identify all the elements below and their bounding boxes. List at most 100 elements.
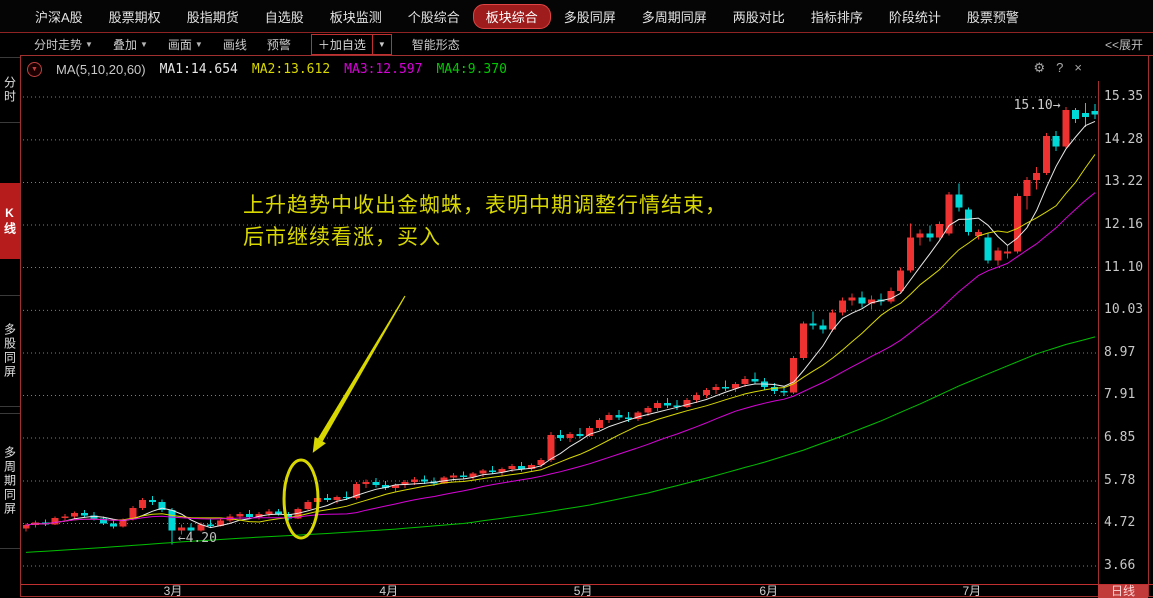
sidebar-tab-kline[interactable]: K线 bbox=[0, 183, 20, 259]
annotation-arrow-shaft bbox=[317, 295, 406, 442]
candle-up bbox=[974, 232, 982, 237]
menu-item-hushen-a[interactable]: 沪深A股 bbox=[35, 9, 83, 25]
candle-down bbox=[100, 518, 108, 524]
menu-item-compare-two[interactable]: 两股对比 bbox=[732, 9, 785, 25]
candle-up bbox=[23, 525, 30, 529]
indicator-header: ▼ MA(5,10,20,60) MA1:14.654 MA2:13.612 M… bbox=[27, 59, 507, 79]
toolbar-smart-pattern-button[interactable]: 智能形态 bbox=[412, 36, 460, 53]
candle-up bbox=[838, 300, 846, 313]
candle-up bbox=[391, 484, 399, 489]
candle-down bbox=[80, 513, 88, 516]
top-menu-bar: 沪深A股 股票期权 股指期货 自选股 板块监测 个股综合 板块综合 多股同屏 多… bbox=[0, 0, 1153, 33]
candle-up bbox=[712, 387, 720, 390]
candle-down bbox=[420, 479, 428, 482]
toolbar-drawline-label: 画线 bbox=[222, 37, 247, 52]
candle-up bbox=[362, 482, 370, 485]
add-to-watchlist-button[interactable]: ＋加自选 ▼ bbox=[310, 33, 392, 55]
candle-down bbox=[207, 524, 215, 526]
candle-down bbox=[615, 415, 623, 418]
menu-item-index-futures[interactable]: 股指期货 bbox=[186, 9, 239, 25]
candle-up bbox=[469, 473, 477, 477]
sidebar-tab-multi-stock[interactable]: 多股同屏 bbox=[0, 295, 20, 407]
candle-down bbox=[1052, 135, 1060, 147]
ma-line-ma60 bbox=[25, 336, 1096, 553]
menu-item-sector-composite-active[interactable]: 板块综合 bbox=[472, 3, 551, 29]
candle-up bbox=[129, 508, 137, 520]
time-axis-label: 3月 bbox=[163, 584, 183, 598]
candle-down bbox=[90, 515, 98, 519]
candle-down bbox=[41, 522, 49, 525]
candle-down bbox=[751, 379, 759, 382]
sidebar-tab-intraday[interactable]: 分时 bbox=[0, 57, 20, 123]
menu-item-watchlist[interactable]: 自选股 bbox=[264, 9, 304, 25]
candle-up bbox=[887, 290, 895, 302]
candle-up bbox=[119, 519, 127, 527]
chevron-down-icon: ▼ bbox=[194, 39, 203, 49]
price-axis-label: 7.91 bbox=[1104, 387, 1136, 403]
candle-down bbox=[663, 403, 671, 406]
candle-down bbox=[168, 510, 176, 531]
candle-down bbox=[625, 417, 633, 420]
high-price-marker: 15.10→ bbox=[1013, 98, 1061, 114]
time-axis-label: 4月 bbox=[379, 584, 399, 598]
settings-gear-icon[interactable]: ⚙ bbox=[1033, 60, 1046, 75]
candle-down bbox=[246, 514, 254, 518]
menu-item-multi-period[interactable]: 多周期同屏 bbox=[641, 9, 707, 25]
toolbar-alert-button[interactable]: 预警 bbox=[267, 36, 291, 53]
candle-down bbox=[770, 387, 778, 392]
candle-up bbox=[479, 470, 487, 474]
candle-up bbox=[1062, 110, 1070, 147]
candle-up bbox=[216, 520, 224, 526]
price-axis-label: 8.97 bbox=[1104, 344, 1136, 360]
toolbar-overlay-dropdown[interactable]: 叠加 ▼ bbox=[113, 36, 148, 53]
candle-down bbox=[109, 523, 117, 527]
candle-down bbox=[1081, 113, 1089, 118]
indicator-collapse-icon[interactable]: ▼ bbox=[27, 61, 42, 77]
menu-item-stock-options[interactable]: 股票期权 bbox=[108, 9, 161, 25]
menu-item-stock-overview[interactable]: 个股综合 bbox=[407, 9, 460, 25]
candle-up bbox=[255, 513, 263, 518]
candle-up bbox=[867, 299, 875, 304]
menu-item-sector-monitor[interactable]: 板块监测 bbox=[329, 9, 382, 25]
menu-item-stock-alert[interactable]: 股票预警 bbox=[966, 9, 1019, 25]
candle-down bbox=[557, 435, 564, 439]
candle-down bbox=[780, 391, 788, 393]
help-icon[interactable]: ? bbox=[1056, 60, 1064, 75]
menu-item-indicator-rank[interactable]: 指标排序 bbox=[810, 9, 863, 25]
panel-header-icons: ⚙ ? × bbox=[1034, 60, 1082, 76]
period-daily-badge[interactable]: 日线 bbox=[1098, 585, 1148, 598]
toolbar-intraday-dropdown[interactable]: 分时走势 ▼ bbox=[34, 36, 93, 53]
indicator-formula: MA(5,10,20,60) bbox=[56, 61, 146, 77]
candle-up bbox=[508, 466, 516, 469]
toolbar-layout-dropdown[interactable]: 画面 ▼ bbox=[168, 36, 203, 53]
toolbar-drawline-button[interactable]: 画线 bbox=[223, 36, 247, 53]
left-sidebar: 分时 K线 多股同屏 多周期同屏 bbox=[0, 33, 20, 597]
price-axis-label: 5.78 bbox=[1104, 472, 1136, 488]
candle-up bbox=[994, 250, 1002, 261]
annotation-line-2: 后市继续看涨，买入 bbox=[243, 225, 441, 249]
candle-up bbox=[595, 419, 603, 428]
candle-up bbox=[411, 479, 419, 483]
kline-plot-canvas[interactable] bbox=[23, 81, 1098, 584]
candle-up bbox=[177, 527, 185, 531]
price-axis-label: 3.66 bbox=[1104, 558, 1136, 573]
candle-down bbox=[984, 237, 992, 261]
sidebar-tab-multi-period[interactable]: 多周期同屏 bbox=[0, 413, 20, 549]
candle-down bbox=[382, 484, 390, 489]
ma-line-ma5 bbox=[25, 120, 1096, 529]
candle-up bbox=[498, 468, 506, 473]
candle-down bbox=[576, 434, 584, 437]
candle-down bbox=[323, 498, 331, 501]
candle-down bbox=[965, 209, 973, 233]
menu-item-multi-stock[interactable]: 多股同屏 bbox=[563, 9, 616, 25]
close-icon[interactable]: × bbox=[1074, 60, 1082, 75]
candle-up bbox=[605, 415, 613, 420]
candle-down bbox=[372, 482, 380, 485]
candle-down bbox=[955, 194, 963, 208]
menu-item-stage-stats[interactable]: 阶段统计 bbox=[888, 9, 941, 25]
add-to-watchlist-dropdown[interactable]: ▼ bbox=[371, 34, 391, 54]
candle-down bbox=[1091, 111, 1098, 115]
candle-up bbox=[1004, 251, 1012, 254]
expand-panel-button[interactable]: <<展开 bbox=[1104, 37, 1143, 52]
price-axis-label: 6.85 bbox=[1104, 430, 1136, 446]
